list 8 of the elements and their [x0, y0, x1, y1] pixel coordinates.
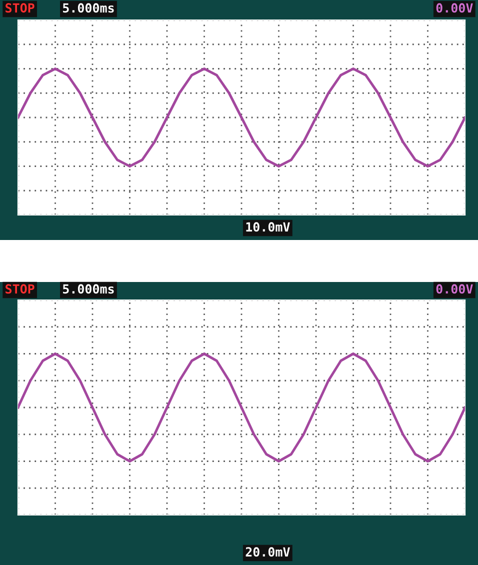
text: 5.000ms [63, 3, 114, 13]
text: 10.0mV [246, 222, 290, 232]
text: 20.0mV [246, 547, 290, 557]
text: STOP [6, 3, 34, 13]
text: 0.00V [436, 3, 473, 13]
text: STOP [6, 284, 34, 294]
text: 0.00V [436, 284, 473, 294]
text: 5.000ms [63, 284, 114, 294]
